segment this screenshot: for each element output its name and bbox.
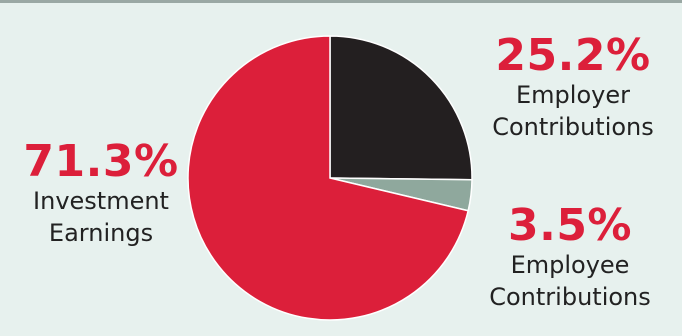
employer-contributions-percent: 25.2%: [495, 30, 651, 81]
investment-earnings-line2: Earnings: [48, 219, 154, 247]
employee-contributions-percent: 3.5%: [507, 200, 633, 251]
pie-slice-employer-contributions: [329, 35, 473, 181]
employee-contributions-line1: Employee: [510, 251, 630, 279]
employer-contributions-line1: Employer: [516, 81, 630, 109]
pie-chart: [187, 35, 473, 321]
pie-slice-investment-earnings: [187, 35, 470, 321]
employee-contributions-label: 3.5% Employee Contributions: [472, 203, 668, 313]
investment-earnings-label: 71.3% Investment Earnings: [14, 139, 188, 249]
employee-contributions-line2: Contributions: [489, 283, 651, 311]
employer-contributions-label: 25.2% Employer Contributions: [478, 33, 668, 143]
investment-earnings-line1: Investment: [33, 187, 169, 215]
employer-contributions-line2: Contributions: [492, 113, 654, 141]
investment-earnings-percent: 71.3%: [23, 136, 179, 187]
